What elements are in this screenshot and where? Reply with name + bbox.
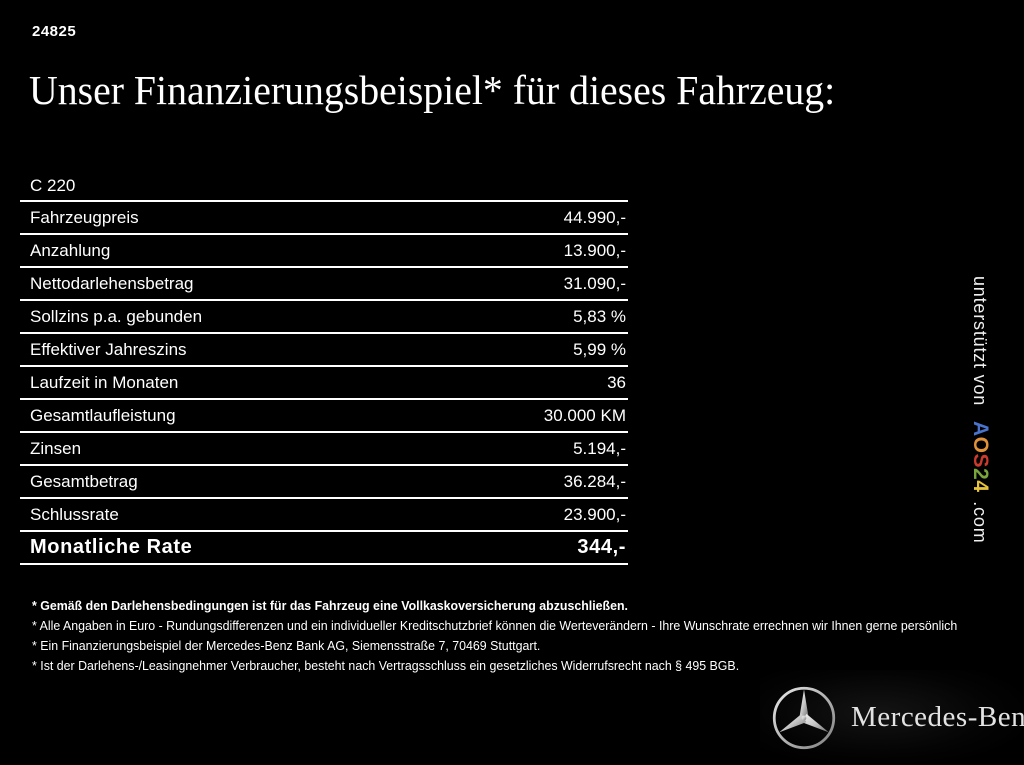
page-title: Unser Finanzierungsbeispiel* für dieses … bbox=[29, 67, 836, 113]
row-label: Anzahlung bbox=[30, 240, 111, 260]
table-total-row: Monatliche Rate 344,- bbox=[20, 532, 628, 565]
row-value: 5,99 % bbox=[573, 339, 626, 359]
aos24-letter: 2 bbox=[969, 467, 992, 481]
row-label: Effektiver Jahreszins bbox=[30, 339, 187, 359]
mercedes-benz-logo: Mercedes-Benz bbox=[760, 670, 1024, 765]
row-value: 36 bbox=[607, 372, 626, 392]
row-label: Fahrzeugpreis bbox=[30, 207, 139, 227]
supported-by-credit: unterstützt von AOS24.com bbox=[968, 276, 992, 576]
table-row: Fahrzeugpreis 44.990,- bbox=[20, 202, 628, 235]
table-row: Sollzins p.a. gebunden 5,83 % bbox=[20, 301, 628, 334]
footnote-bank: * Ein Finanzierungsbeispiel der Mercedes… bbox=[32, 639, 541, 653]
total-value: 344,- bbox=[577, 536, 626, 558]
row-value: 44.990,- bbox=[563, 207, 626, 227]
table-row: Gesamtlaufleistung 30.000 KM bbox=[20, 400, 628, 433]
row-value: 31.090,- bbox=[563, 273, 626, 293]
table-row: Nettodarlehensbetrag 31.090,- bbox=[20, 268, 628, 301]
row-value: 5.194,- bbox=[573, 438, 626, 458]
aos24-letter: 4 bbox=[969, 480, 992, 493]
footnote-insurance: * Gemäß den Darlehensbedingungen ist für… bbox=[32, 599, 628, 613]
domain-suffix: .com bbox=[970, 501, 990, 544]
row-value: 36.284,- bbox=[563, 471, 626, 491]
vehicle-model: C 220 bbox=[30, 175, 76, 195]
financing-table: C 220 Fahrzeugpreis 44.990,- Anzahlung 1… bbox=[20, 171, 628, 565]
document-number: 24825 bbox=[32, 23, 77, 40]
table-model-row: C 220 bbox=[20, 171, 628, 202]
aos24-letter: O bbox=[969, 436, 992, 454]
mercedes-benz-wordmark: Mercedes-Benz bbox=[851, 701, 1024, 733]
row-label: Schlussrate bbox=[30, 504, 119, 524]
table-row: Schlussrate 23.900,- bbox=[20, 499, 628, 532]
row-value: 5,83 % bbox=[573, 306, 626, 326]
aos24-letter: A bbox=[969, 420, 992, 437]
total-label: Monatliche Rate bbox=[30, 536, 193, 558]
row-label: Laufzeit in Monaten bbox=[30, 372, 179, 392]
row-label: Zinsen bbox=[30, 438, 82, 458]
table-row: Zinsen 5.194,- bbox=[20, 433, 628, 466]
row-label: Nettodarlehensbetrag bbox=[30, 273, 194, 293]
aos24-logo-text: AOS24 bbox=[969, 412, 992, 501]
row-label: Gesamtlaufleistung bbox=[30, 405, 176, 425]
mercedes-star-icon bbox=[772, 686, 836, 749]
row-label: Sollzins p.a. gebunden bbox=[30, 306, 203, 326]
row-value: 23.900,- bbox=[563, 504, 626, 524]
row-value: 30.000 KM bbox=[543, 405, 626, 425]
table-row: Laufzeit in Monaten 36 bbox=[20, 367, 628, 400]
footnote-euro-amounts: * Alle Angaben in Euro - Rundungsdiffere… bbox=[32, 619, 958, 633]
footnote-withdrawal-right: * Ist der Darlehens-/Leasingnehmer Verbr… bbox=[32, 659, 740, 673]
table-row: Anzahlung 13.900,- bbox=[20, 235, 628, 268]
table-row: Gesamtbetrag 36.284,- bbox=[20, 466, 628, 499]
row-value: 13.900,- bbox=[563, 240, 626, 260]
table-row: Effektiver Jahreszins 5,99 % bbox=[20, 334, 628, 367]
row-label: Gesamtbetrag bbox=[30, 471, 138, 491]
footnotes: * Gemäß den Darlehensbedingungen ist für… bbox=[32, 596, 1017, 676]
supported-by-text: unterstützt von bbox=[970, 276, 990, 412]
aos24-letter: S bbox=[969, 453, 992, 468]
